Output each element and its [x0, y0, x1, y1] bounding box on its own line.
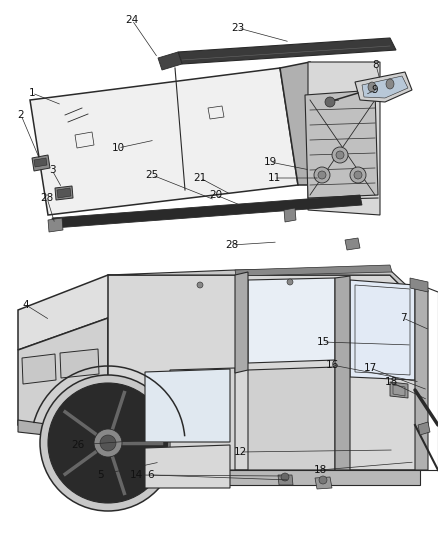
- Circle shape: [336, 151, 344, 159]
- Ellipse shape: [368, 82, 376, 92]
- Text: 17: 17: [364, 363, 377, 373]
- Circle shape: [325, 97, 335, 107]
- Circle shape: [100, 435, 116, 451]
- Text: 5: 5: [97, 470, 103, 480]
- Polygon shape: [362, 76, 408, 98]
- Text: 28: 28: [40, 193, 53, 203]
- Polygon shape: [52, 195, 362, 228]
- Text: 8: 8: [373, 60, 379, 70]
- Circle shape: [319, 476, 327, 484]
- Polygon shape: [390, 382, 408, 398]
- Text: 1: 1: [28, 88, 35, 98]
- Polygon shape: [418, 422, 430, 435]
- Text: 15: 15: [316, 337, 330, 347]
- Text: 4: 4: [23, 300, 29, 310]
- Text: 28: 28: [226, 240, 239, 250]
- Polygon shape: [170, 368, 235, 470]
- Circle shape: [287, 279, 293, 285]
- Polygon shape: [18, 275, 235, 350]
- Polygon shape: [345, 238, 360, 250]
- Polygon shape: [22, 354, 56, 384]
- Polygon shape: [32, 155, 50, 171]
- Text: 14: 14: [129, 470, 143, 480]
- Polygon shape: [315, 477, 332, 489]
- Polygon shape: [355, 72, 412, 102]
- Polygon shape: [18, 420, 108, 442]
- Polygon shape: [145, 445, 230, 488]
- Circle shape: [94, 429, 122, 457]
- Text: 3: 3: [49, 165, 55, 175]
- Text: 19: 19: [263, 157, 277, 167]
- Polygon shape: [410, 278, 428, 292]
- Text: 16: 16: [325, 360, 339, 370]
- Text: 6: 6: [148, 470, 154, 480]
- Polygon shape: [278, 475, 293, 485]
- Text: 24: 24: [125, 15, 138, 25]
- Polygon shape: [235, 272, 248, 373]
- Text: 12: 12: [233, 447, 247, 457]
- Polygon shape: [335, 276, 350, 470]
- Circle shape: [197, 282, 203, 288]
- Polygon shape: [308, 62, 380, 215]
- Polygon shape: [158, 52, 182, 70]
- Circle shape: [354, 171, 362, 179]
- Polygon shape: [178, 38, 396, 64]
- Text: 25: 25: [145, 170, 159, 180]
- Text: 21: 21: [193, 173, 207, 183]
- Polygon shape: [305, 90, 378, 198]
- Polygon shape: [284, 208, 296, 222]
- Polygon shape: [415, 285, 428, 470]
- Polygon shape: [108, 270, 420, 305]
- Polygon shape: [280, 62, 328, 185]
- Polygon shape: [108, 470, 420, 485]
- Text: 18: 18: [313, 465, 327, 475]
- Polygon shape: [235, 265, 392, 276]
- Text: 23: 23: [231, 23, 245, 33]
- Polygon shape: [18, 318, 108, 438]
- Text: 9: 9: [372, 85, 378, 95]
- Text: 2: 2: [18, 110, 25, 120]
- Circle shape: [332, 147, 348, 163]
- Polygon shape: [48, 218, 63, 232]
- Polygon shape: [55, 186, 73, 200]
- Circle shape: [48, 383, 168, 503]
- Polygon shape: [30, 68, 298, 215]
- Circle shape: [314, 167, 330, 183]
- Polygon shape: [57, 188, 71, 198]
- Circle shape: [281, 473, 289, 481]
- Circle shape: [40, 375, 176, 511]
- Text: 26: 26: [71, 440, 85, 450]
- Text: 18: 18: [385, 377, 398, 387]
- Text: 20: 20: [209, 190, 223, 200]
- Polygon shape: [350, 280, 415, 380]
- Text: 7: 7: [400, 313, 406, 323]
- Polygon shape: [34, 158, 47, 167]
- Circle shape: [350, 167, 366, 183]
- Polygon shape: [248, 278, 335, 363]
- Polygon shape: [108, 275, 420, 470]
- Circle shape: [318, 171, 326, 179]
- Text: 11: 11: [267, 173, 281, 183]
- Polygon shape: [248, 367, 335, 470]
- Text: 10: 10: [111, 143, 124, 153]
- Ellipse shape: [386, 79, 394, 89]
- Polygon shape: [60, 349, 99, 378]
- Polygon shape: [145, 369, 230, 442]
